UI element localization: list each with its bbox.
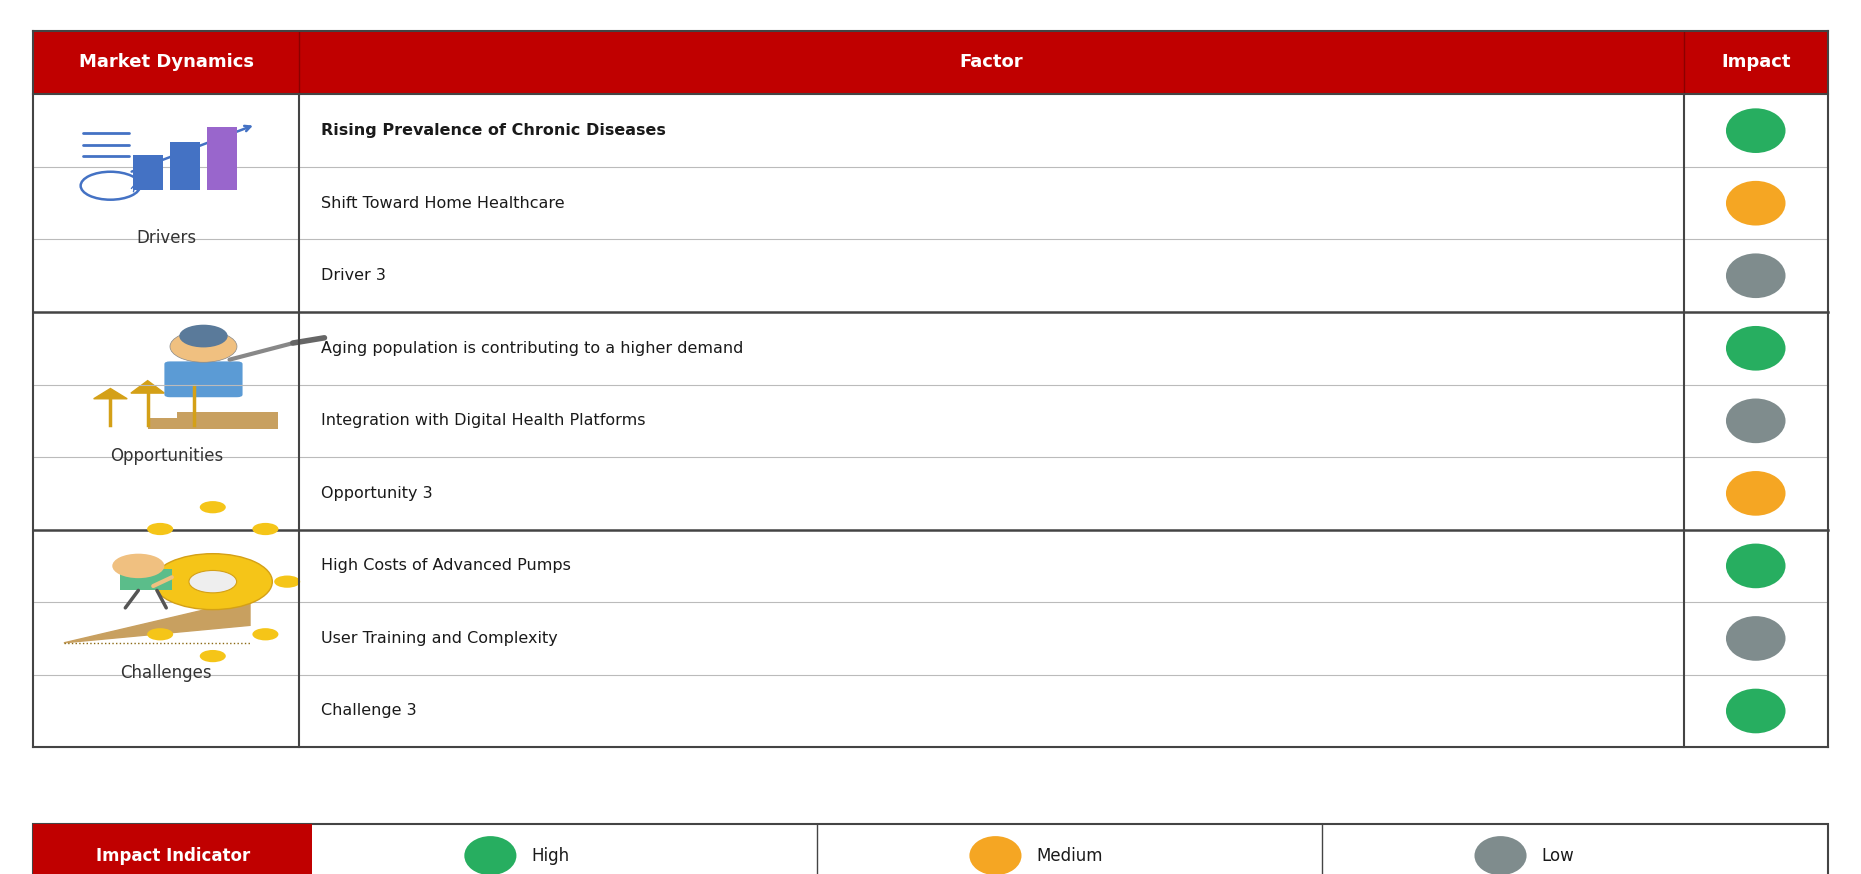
- Ellipse shape: [970, 836, 1022, 874]
- FancyBboxPatch shape: [164, 361, 242, 397]
- FancyBboxPatch shape: [33, 31, 1828, 94]
- FancyBboxPatch shape: [132, 155, 162, 190]
- Text: Low: Low: [1541, 847, 1574, 864]
- Circle shape: [253, 523, 279, 535]
- Text: High: High: [532, 847, 569, 864]
- FancyBboxPatch shape: [33, 602, 1828, 675]
- FancyBboxPatch shape: [33, 94, 1828, 167]
- FancyBboxPatch shape: [33, 457, 1828, 530]
- FancyBboxPatch shape: [33, 239, 1828, 312]
- Polygon shape: [130, 380, 164, 393]
- Ellipse shape: [1725, 544, 1785, 588]
- FancyBboxPatch shape: [207, 127, 236, 190]
- Text: Shift Toward Home Healthcare: Shift Toward Home Healthcare: [322, 196, 566, 211]
- Ellipse shape: [1474, 836, 1526, 874]
- Text: Factor: Factor: [960, 53, 1024, 72]
- Text: Challenge 3: Challenge 3: [322, 704, 417, 718]
- Ellipse shape: [1725, 399, 1785, 443]
- Text: Driver 3: Driver 3: [322, 268, 387, 283]
- Circle shape: [179, 324, 227, 347]
- FancyBboxPatch shape: [169, 142, 199, 190]
- FancyBboxPatch shape: [33, 385, 1828, 457]
- Circle shape: [112, 554, 164, 579]
- FancyBboxPatch shape: [177, 412, 277, 422]
- Ellipse shape: [1725, 471, 1785, 516]
- Ellipse shape: [1725, 181, 1785, 225]
- Text: Rising Prevalence of Chronic Diseases: Rising Prevalence of Chronic Diseases: [322, 123, 666, 138]
- Circle shape: [153, 554, 272, 610]
- Circle shape: [274, 575, 300, 587]
- Circle shape: [199, 501, 225, 513]
- Text: Aging population is contributing to a higher demand: Aging population is contributing to a hi…: [322, 341, 744, 356]
- Circle shape: [190, 571, 236, 593]
- Ellipse shape: [1725, 326, 1785, 371]
- Text: Medium: Medium: [1037, 847, 1104, 864]
- Circle shape: [125, 575, 151, 587]
- Ellipse shape: [465, 836, 517, 874]
- Text: Impact Indicator: Impact Indicator: [95, 847, 249, 864]
- Text: Opportunity 3: Opportunity 3: [322, 486, 434, 501]
- Text: Opportunities: Opportunities: [110, 447, 223, 465]
- FancyBboxPatch shape: [33, 675, 1828, 747]
- Polygon shape: [63, 600, 249, 642]
- Ellipse shape: [1725, 689, 1785, 733]
- Ellipse shape: [1725, 253, 1785, 298]
- FancyBboxPatch shape: [147, 418, 277, 428]
- Text: High Costs of Advanced Pumps: High Costs of Advanced Pumps: [322, 558, 571, 573]
- Text: Market Dynamics: Market Dynamics: [78, 53, 253, 72]
- FancyBboxPatch shape: [33, 530, 1828, 602]
- FancyBboxPatch shape: [33, 167, 1828, 239]
- Text: Challenges: Challenges: [121, 664, 212, 683]
- Text: Drivers: Drivers: [136, 229, 195, 247]
- FancyBboxPatch shape: [33, 824, 1828, 874]
- Circle shape: [199, 650, 225, 662]
- Circle shape: [147, 523, 173, 535]
- Circle shape: [253, 628, 279, 641]
- Polygon shape: [177, 372, 210, 387]
- FancyBboxPatch shape: [33, 824, 313, 874]
- FancyBboxPatch shape: [119, 568, 171, 591]
- Text: Impact: Impact: [1721, 53, 1790, 72]
- Circle shape: [147, 628, 173, 641]
- Ellipse shape: [1725, 616, 1785, 661]
- Polygon shape: [93, 388, 127, 399]
- Circle shape: [169, 330, 236, 362]
- Text: User Training and Complexity: User Training and Complexity: [322, 631, 558, 646]
- Text: Integration with Digital Health Platforms: Integration with Digital Health Platform…: [322, 413, 646, 428]
- Ellipse shape: [1725, 108, 1785, 153]
- FancyBboxPatch shape: [33, 312, 1828, 385]
